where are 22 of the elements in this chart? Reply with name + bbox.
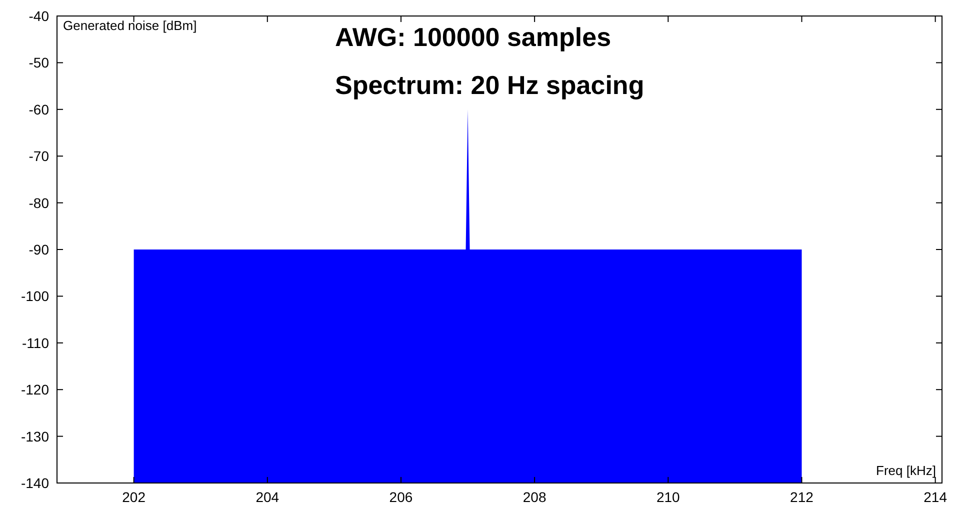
x-tick-label: 206 [389,489,413,505]
y-tick-label: -60 [28,101,50,118]
x-tick-label: 204 [256,489,280,505]
y-axis-title: Generated noise [dBm] [63,18,197,33]
y-tick-label: -70 [28,148,50,164]
x-axis-title: Freq [kHz] [876,463,936,478]
text: Spectrum: 20 Hz spacing [335,70,644,100]
y-tick-label: -110 [22,334,50,351]
x-tick-label: 202 [122,489,146,505]
chart-title: AWG: 100000 samples [335,22,612,52]
y-tick-label: -130 [20,428,50,444]
x-tick-label: 212 [790,489,814,505]
x-tick-label: 210 [656,489,680,505]
y-tick-label: -80 [28,194,50,211]
x-tick-label: 214 [924,489,948,505]
y-tick-label: -100 [20,288,50,304]
y-tick-label: -120 [20,382,50,398]
y-tick-label: -40 [28,8,50,24]
x-tick-label: 208 [522,489,546,505]
y-tick-label: -50 [28,54,50,71]
y-tick-label: -140 [20,475,50,491]
y-tick-label: -90 [28,242,50,258]
